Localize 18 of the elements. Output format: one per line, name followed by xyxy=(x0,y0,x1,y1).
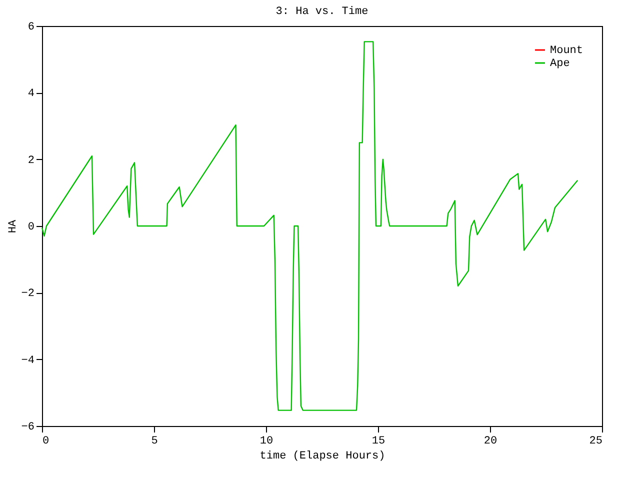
x-tick-label: 0 xyxy=(42,436,50,448)
legend-label: Mount xyxy=(550,45,584,57)
x-axis-title: time (Elapse Hours) xyxy=(260,450,386,462)
y-tick-label: −2 xyxy=(21,288,34,300)
x-tick-label: 20 xyxy=(484,436,498,448)
x-tick-label: 15 xyxy=(372,436,386,448)
y-tick-label: −6 xyxy=(21,422,34,434)
y-tick-label: −4 xyxy=(21,354,35,367)
y-tick-label: 6 xyxy=(28,22,34,34)
y-tick-label: 4 xyxy=(28,88,35,100)
x-tick-label: 10 xyxy=(260,436,274,448)
y-tick-label: 2 xyxy=(28,154,34,167)
x-tick-label: 5 xyxy=(151,436,158,448)
legend-label: Ape xyxy=(550,58,570,70)
chart-title: 3: Ha vs. Time xyxy=(276,6,368,18)
y-tick-label: 0 xyxy=(28,222,34,234)
x-tick-label: 25 xyxy=(589,436,602,448)
y-axis-title: HA xyxy=(7,220,20,234)
